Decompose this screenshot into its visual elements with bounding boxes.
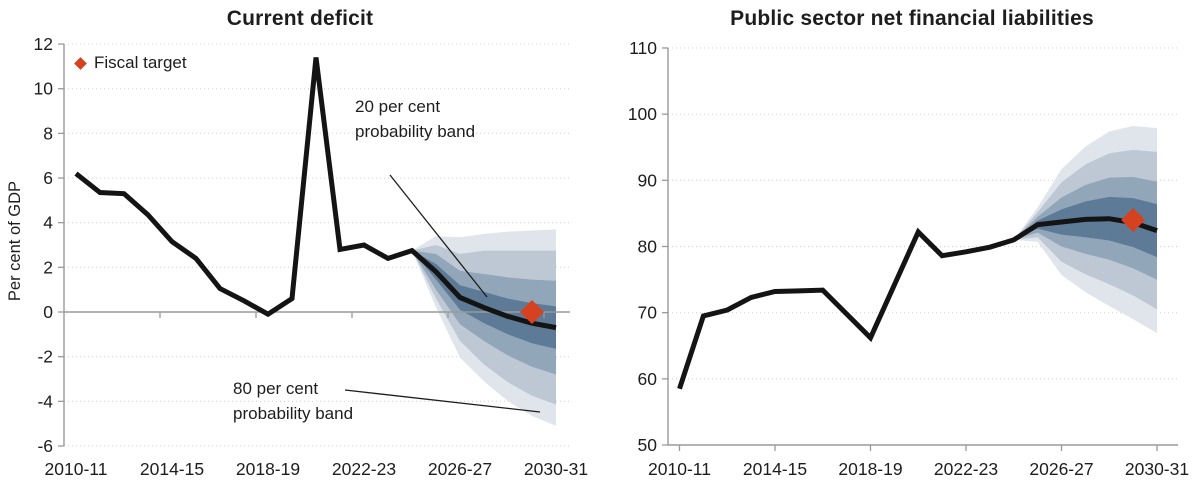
fiscal-target-marker <box>1121 208 1146 233</box>
chart-net-financial-liabilities: 110 100 90 80 70 60 50 2010-11 2014-15 2018-19 202… <box>628 38 1189 479</box>
central-forecast-line <box>74 57 557 331</box>
fiscal-target-marker <box>520 300 544 324</box>
fiscal-target-diamond-icon <box>74 56 87 70</box>
y-axis-title: Per cent of GDP <box>6 180 24 302</box>
x-tick-label: 2014-15 <box>140 459 204 479</box>
x-tick-label: 2030-31 <box>524 459 588 479</box>
y-tick-label: 70 <box>638 303 658 323</box>
x-tick-label: 2026-27 <box>1029 459 1093 479</box>
x-tick-label: 2022-23 <box>934 459 998 479</box>
y-tick-label: 80 <box>638 236 658 256</box>
y-tick-label: 50 <box>638 435 658 455</box>
y-tick-label: -4 <box>37 391 53 411</box>
y-tick-label: 8 <box>43 123 53 143</box>
x-tick-label: 2010-11 <box>648 459 711 479</box>
y-tick-label: 6 <box>43 168 53 188</box>
annotation-pointer-line <box>389 174 488 298</box>
x-tick-label: 2030-31 <box>1125 459 1189 479</box>
y-tick-label: 90 <box>638 170 658 190</box>
y-tick-label: 2 <box>43 257 53 277</box>
x-tick-label: 2018-19 <box>838 459 902 479</box>
y-tick-label: -2 <box>37 347 53 367</box>
y-tick-label: 4 <box>43 213 53 233</box>
annotation-20-per-cent-band: 20 per cent probability band <box>355 97 476 141</box>
x-tick-label: 2022-23 <box>332 459 396 479</box>
probability-band-20pct <box>412 250 556 349</box>
y-tick-label: 100 <box>628 104 657 124</box>
annotation-pointer-line <box>344 389 541 413</box>
y-tick-label: 12 <box>34 34 53 54</box>
fiscal-target-legend-label: Fiscal target <box>94 53 187 72</box>
y-tick-label: 60 <box>638 369 658 389</box>
y-tick-label: 110 <box>629 38 657 58</box>
annotation-80-per-cent-band: 80 per cent probability band <box>233 379 354 423</box>
fiscal-target-legend: Fiscal target <box>74 53 187 73</box>
y-tick-label: 10 <box>34 79 54 99</box>
x-tick-label: 2014-15 <box>743 459 807 479</box>
chart-current-deficit: 12 10 8 6 4 2 0 -2 -4 -6 2010-11 2014-15 2018-19 2022… <box>34 34 589 479</box>
probability-band-20pct <box>1013 196 1157 258</box>
y-tick-label: -6 <box>37 436 53 456</box>
central-forecast-line <box>677 216 1158 390</box>
y-tick-label: 0 <box>43 302 53 322</box>
chart-title-current-deficit: Current deficit <box>226 7 374 30</box>
x-tick-label: 2010-11 <box>45 459 108 479</box>
x-tick-label: 2018-19 <box>236 459 300 479</box>
chart-title-net-financial-liabilities: Public sector net financial liabilities <box>730 7 1094 30</box>
x-tick-label: 2026-27 <box>428 459 492 479</box>
